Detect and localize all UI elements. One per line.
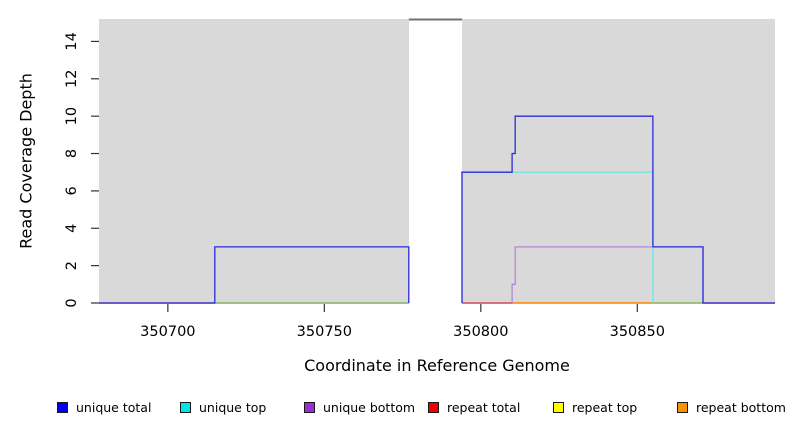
x-axis-tick-label: 350700 bbox=[140, 324, 195, 340]
x-axis-tick-label: 350750 bbox=[297, 324, 352, 340]
series-unique-total-line bbox=[99, 115, 775, 304]
y-axis-tick-label: 8 bbox=[64, 149, 80, 158]
x-axis-title: Coordinate in Reference Genome bbox=[304, 356, 570, 375]
y-axis-tick-label: 6 bbox=[64, 186, 80, 195]
x-axis-tick-label: 350850 bbox=[610, 324, 665, 340]
y-axis-tick-label: 12 bbox=[64, 70, 80, 88]
y-axis-tick-label: 0 bbox=[64, 298, 80, 307]
masked-region bbox=[408, 19, 463, 303]
x-axis-tick-label: 350800 bbox=[453, 324, 508, 340]
y-axis-tick-label: 14 bbox=[64, 32, 80, 50]
y-axis-tick-label: 4 bbox=[64, 224, 80, 233]
y-axis-tick-label: 10 bbox=[64, 107, 80, 125]
y-axis-tick-label: 2 bbox=[64, 261, 80, 270]
y-axis-title: Read Coverage Depth bbox=[16, 73, 36, 249]
